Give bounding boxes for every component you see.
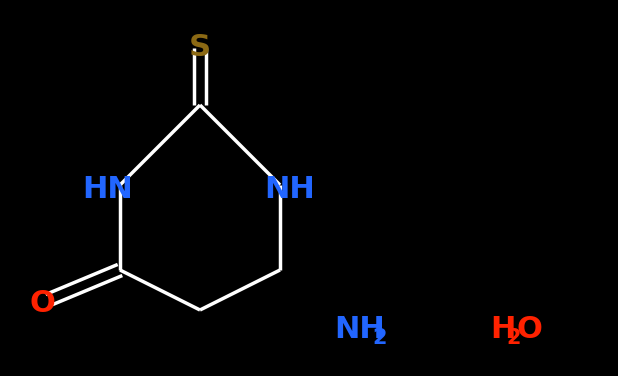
- Text: O: O: [517, 315, 543, 344]
- Text: NH: NH: [265, 176, 315, 205]
- Text: O: O: [29, 290, 55, 318]
- Text: S: S: [189, 33, 211, 62]
- Text: HN: HN: [83, 176, 133, 205]
- Text: NH: NH: [334, 315, 386, 344]
- Text: H: H: [490, 315, 515, 344]
- Text: 2: 2: [373, 328, 387, 348]
- Text: 2: 2: [506, 328, 520, 348]
